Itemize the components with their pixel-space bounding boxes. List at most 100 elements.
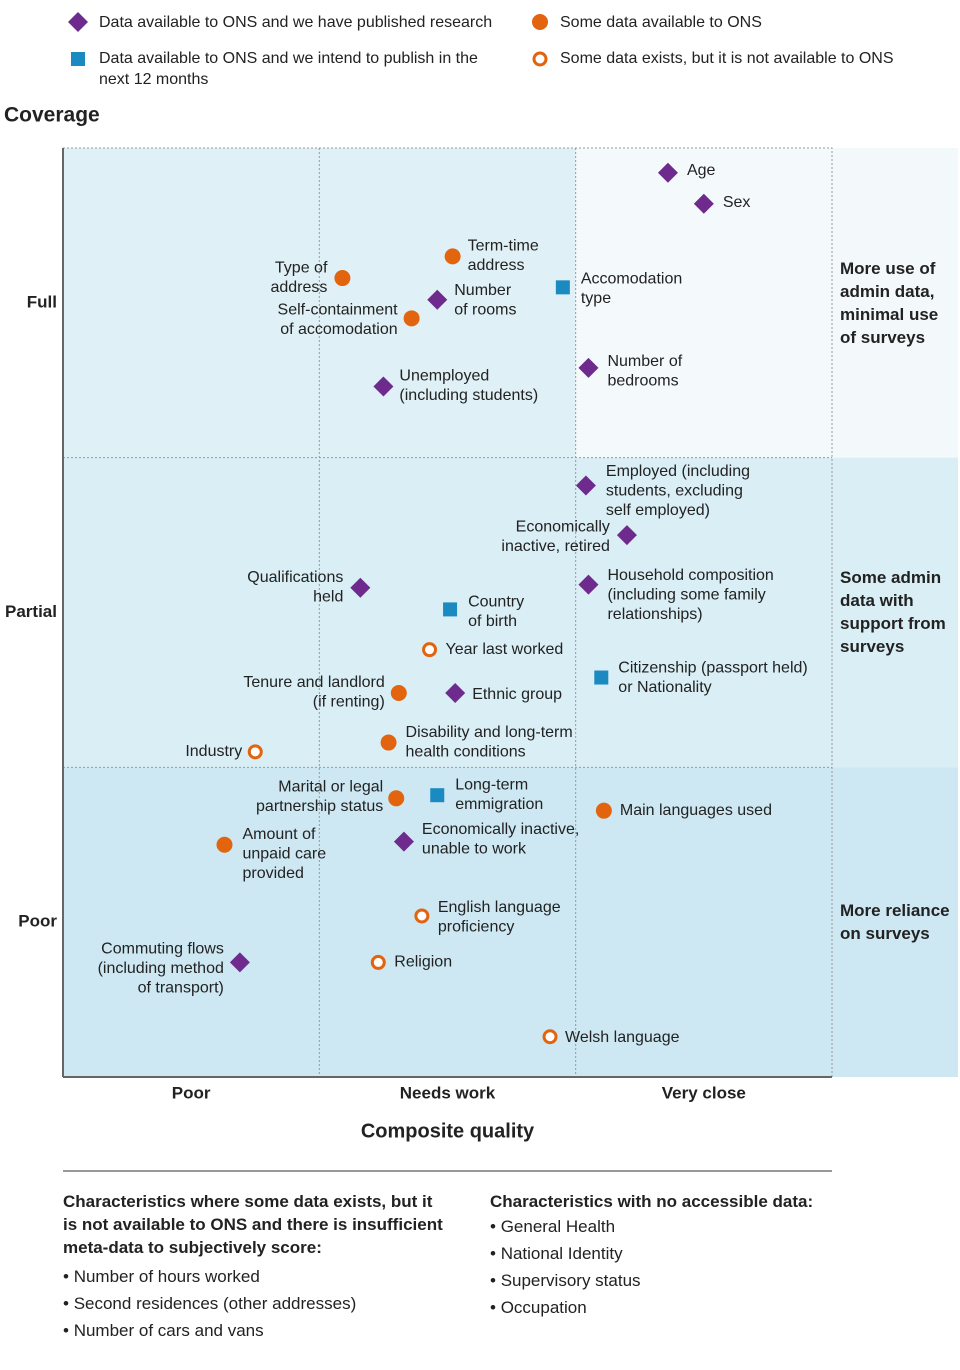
point-label: or Nationality [618, 679, 711, 696]
bullet: • [490, 1298, 501, 1317]
marker-circle [444, 248, 461, 265]
note-item-text: Number of hours worked [73, 1267, 260, 1286]
band-note: Some admin data with support from survey… [840, 568, 946, 656]
point-label: emmigration [455, 796, 543, 813]
marker-circle [390, 685, 407, 702]
bullet: • [63, 1321, 74, 1340]
point-label: Industry [185, 743, 242, 760]
point-label: Term-time [468, 238, 539, 255]
x-tick-label: Poor [172, 1083, 211, 1102]
y-axis-title: Coverage [4, 104, 100, 127]
note-item: • Number of hours worked [63, 1267, 260, 1287]
point-label: Unemployed [399, 368, 489, 385]
note-item-text: General Health [500, 1217, 616, 1236]
point-label: inactive, retired [501, 538, 610, 555]
marker-open-circle [422, 642, 438, 658]
y-tick-label: Poor [18, 912, 57, 931]
point-label: unpaid care [242, 845, 326, 862]
point-label: Employed (including [606, 463, 750, 480]
marker-circle [380, 734, 397, 751]
point-label: (including students) [399, 387, 538, 404]
point-label: Number [454, 282, 512, 299]
point-label: address [468, 257, 525, 274]
marker-square [594, 670, 609, 685]
marker-diamond [693, 193, 714, 214]
point-label: Sex [723, 194, 751, 211]
point-label: Household composition [607, 567, 773, 584]
bullet: • [63, 1294, 74, 1313]
point-label: bedrooms [607, 373, 678, 390]
point-label: Qualifications [247, 569, 343, 586]
point-label: Country [468, 594, 524, 611]
marker-diamond [229, 952, 250, 973]
point-label: address [270, 279, 327, 296]
note-item: • National Identity [490, 1244, 623, 1264]
band-note: More reliance on surveys [840, 901, 950, 943]
point-label: of accomodation [280, 321, 397, 338]
point-label: Amount of [242, 826, 315, 843]
marker-circle [216, 836, 233, 853]
point-label: partnership status [256, 798, 383, 815]
point-label: Type of [275, 259, 328, 276]
note-item-text: National Identity [500, 1244, 623, 1263]
point-label: Marital or legal [278, 779, 383, 796]
point-label: Number of [607, 353, 682, 370]
point-label: Age [687, 162, 716, 179]
marker-diamond [578, 357, 599, 378]
point-label: Long-term [455, 776, 528, 793]
band-note: More use of admin data, minimal use of s… [840, 258, 939, 347]
marker-circle [532, 14, 548, 30]
marker-open-circle [370, 954, 386, 970]
point-label: (including method [98, 960, 224, 977]
point-label: health conditions [406, 743, 526, 760]
marker-square [430, 788, 445, 803]
marker-circle [595, 802, 612, 819]
x-tick-label: Needs work [400, 1083, 496, 1102]
point-label: Economically inactive, [422, 821, 579, 838]
point-label: (including some family [607, 586, 765, 603]
marker-diamond [373, 376, 394, 397]
note-heading: Characteristics with no accessible data: [490, 1192, 814, 1211]
marker-square [555, 280, 570, 295]
point-label: Religion [394, 954, 452, 971]
x-tick-label: Very close [662, 1083, 746, 1102]
marker-open-circle [414, 908, 430, 924]
marker-diamond [68, 12, 88, 32]
bullet: • [490, 1271, 501, 1290]
note-item: • Occupation [490, 1298, 587, 1318]
note-item-text: Occupation [500, 1298, 587, 1317]
plot-frame [62, 147, 833, 1078]
point-label: Tenure and landlord [243, 674, 384, 691]
bullet: • [63, 1267, 74, 1286]
y-tick-label: Partial [5, 602, 57, 621]
point-label: Self-containment [278, 302, 399, 319]
note-heading: Characteristics where some data exists, … [63, 1192, 443, 1257]
point-label: Ethnic group [472, 686, 562, 703]
marker-square [71, 52, 85, 66]
point-label: provided [242, 865, 303, 882]
note-item: • Supervisory status [490, 1271, 641, 1291]
band-bg [63, 767, 832, 1077]
point-label: Year last worked [446, 641, 564, 658]
point-label: self employed) [606, 502, 710, 519]
legend-label: Data available to ONS and we intend to p… [99, 50, 478, 88]
band-bg [832, 148, 958, 458]
note-item-text: Supervisory status [500, 1271, 641, 1290]
point-label: Economically [516, 518, 610, 535]
note-item-text: Number of cars and vans [73, 1321, 264, 1340]
marker-diamond [578, 574, 599, 595]
point-label: Commuting flows [101, 941, 224, 958]
point-label: students, excluding [606, 482, 743, 499]
marker-diamond [350, 577, 371, 598]
y-tick-label: Full [27, 292, 57, 311]
point-label: of transport) [138, 980, 224, 997]
legend-label: Some data available to ONS [560, 14, 762, 31]
marker-diamond [427, 289, 448, 310]
marker-open-circle [542, 1029, 558, 1045]
point-label: of rooms [454, 301, 516, 318]
point-label: of birth [468, 613, 517, 630]
point-label: (if renting) [313, 694, 385, 711]
marker-diamond [657, 162, 678, 183]
